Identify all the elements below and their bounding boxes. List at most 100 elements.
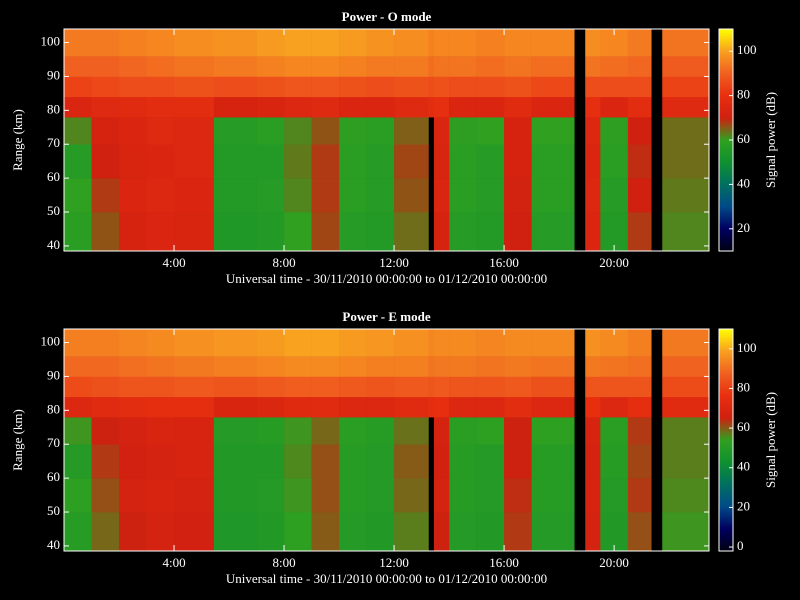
heat-cell: [256, 76, 285, 98]
colorbar-step: [719, 528, 733, 532]
heat-cell: [339, 212, 367, 252]
heat-cell: [284, 29, 312, 57]
heat-cell: [504, 29, 532, 57]
y-tick-label: 90: [47, 367, 60, 382]
heat-cell: [311, 444, 340, 479]
heat-cell: [504, 76, 532, 98]
heat-cell: [585, 212, 601, 252]
colorbar-step: [719, 152, 733, 155]
heat-cell: [476, 329, 505, 357]
colorbar-step: [719, 429, 733, 433]
heat-cell: [213, 117, 257, 145]
heat-cell: [146, 512, 175, 552]
heat-cell: [504, 117, 532, 145]
heat-cell: [311, 29, 340, 57]
heat-cell: [366, 96, 395, 118]
colorbar-tick-label: 60: [737, 419, 750, 434]
colorbar-step: [719, 363, 733, 366]
heat-cell: [600, 144, 629, 179]
colorbar-step: [719, 413, 733, 417]
heat-cell: [64, 396, 92, 418]
heat-cell: [284, 478, 312, 513]
colorbar-tick-label: 80: [737, 87, 750, 102]
heat-cell: [394, 117, 429, 145]
heat-cell: [662, 396, 710, 418]
colorbar-step: [719, 180, 733, 183]
colorbar-step: [719, 220, 733, 224]
colorbar-step: [719, 43, 733, 46]
y-tick-label: 90: [47, 67, 60, 82]
heat-cell: [585, 356, 601, 377]
heat-cell: [433, 329, 450, 357]
colorbar-step: [719, 137, 733, 141]
colorbar-tick-label: 20: [737, 220, 750, 235]
heat-cell: [449, 76, 477, 98]
heat-cell: [600, 478, 629, 513]
heat-cell: [311, 212, 340, 252]
heat-cell: [366, 478, 395, 513]
colorbar-step: [719, 369, 733, 372]
x-tick-label: 20:00: [599, 555, 629, 570]
heat-cell: [64, 56, 92, 77]
heat-cell: [174, 96, 215, 118]
heat-cell: [662, 76, 710, 98]
colorbar-step: [719, 135, 733, 139]
colorbar-step: [719, 361, 733, 364]
heat-cell: [256, 478, 285, 513]
heat-cell: [64, 212, 92, 252]
heat-cell: [627, 376, 652, 398]
colorbar-step: [719, 425, 733, 429]
heat-cell: [339, 444, 367, 479]
colorbar-step: [719, 131, 733, 135]
heat-cell: [174, 444, 215, 479]
heat-cell: [311, 178, 340, 213]
colorbar-step: [719, 83, 733, 87]
colorbar-step: [719, 228, 733, 232]
heat-cell: [119, 478, 147, 513]
heat-cell: [433, 444, 450, 479]
heat-cell: [504, 512, 532, 552]
heat-cell: [433, 478, 450, 513]
colorbar-step: [719, 176, 733, 179]
heat-cell: [662, 56, 710, 77]
heat-cell: [366, 376, 395, 398]
heat-cell: [284, 376, 312, 398]
heat-cell: [91, 117, 120, 145]
heat-cell: [174, 478, 215, 513]
heat-cell: [146, 329, 175, 357]
colorbar-step: [719, 339, 733, 342]
heat-cell: [119, 178, 147, 213]
heat-cell: [531, 29, 575, 57]
heat-cell: [146, 396, 175, 418]
heat-cell: [284, 144, 312, 179]
colorbar-step: [719, 232, 733, 236]
heat-cell: [146, 76, 175, 98]
heat-cell: [600, 117, 629, 145]
heat-cell: [600, 56, 629, 77]
heat-cell: [433, 117, 450, 145]
colorbar-step: [719, 63, 733, 66]
colorbar-step: [719, 198, 733, 202]
colorbar-step: [719, 186, 733, 189]
colorbar-step: [719, 49, 733, 52]
colorbar-step: [719, 423, 733, 427]
colorbar-step: [719, 164, 733, 167]
heat-cell: [256, 117, 285, 145]
heat-cell: [311, 76, 340, 98]
heat-cell: [627, 356, 652, 377]
heat-cell: [174, 512, 215, 552]
colorbar-step: [719, 387, 733, 391]
heat-cell: [394, 178, 429, 213]
colorbar-step: [719, 405, 733, 409]
y-tick-label: 40: [47, 237, 60, 252]
heat-cell: [256, 444, 285, 479]
heat-cell: [600, 512, 629, 552]
heat-cell: [662, 117, 710, 145]
heat-cell: [174, 417, 215, 445]
colorbar-step: [719, 57, 733, 60]
heat-cell: [174, 356, 215, 377]
heat-cell: [339, 29, 367, 57]
colorbar-step: [719, 234, 733, 238]
heat-cell: [504, 396, 532, 418]
heat-cell: [146, 444, 175, 479]
